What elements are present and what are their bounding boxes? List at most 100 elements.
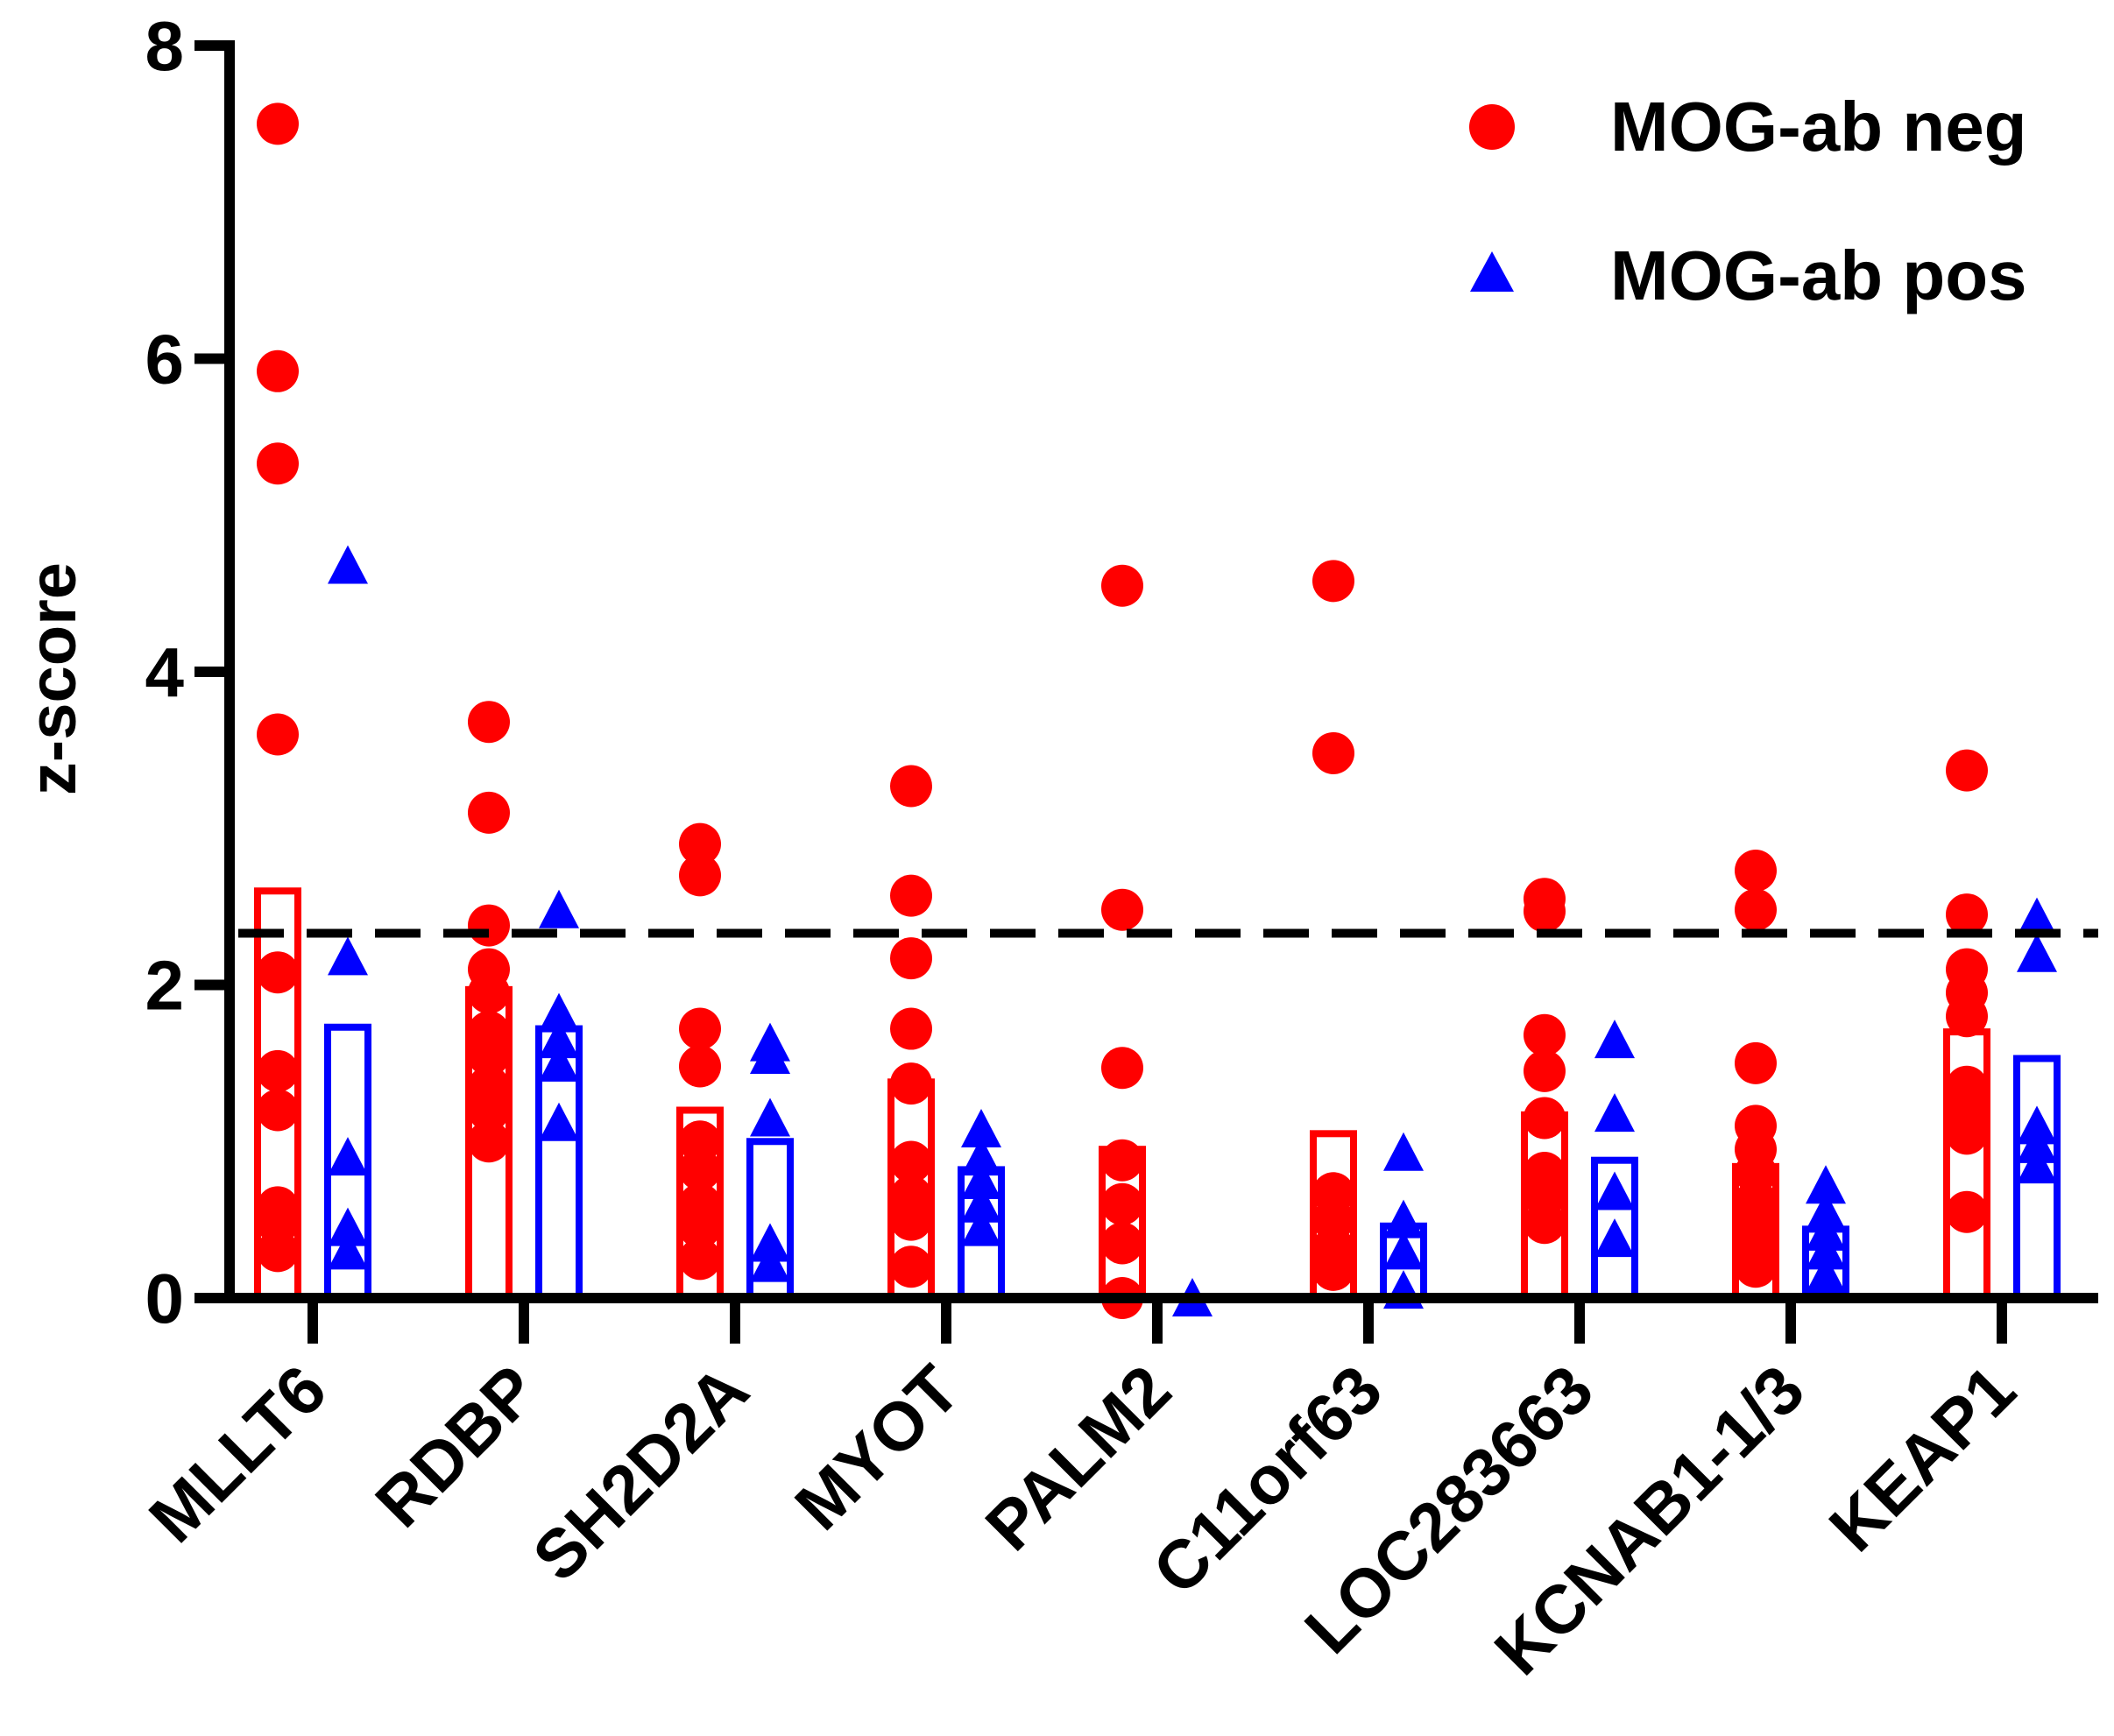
data-point-circle — [1524, 1013, 1566, 1056]
data-point-circle — [468, 971, 510, 1014]
data-point-circle — [679, 1206, 721, 1249]
data-point-circle — [890, 1007, 932, 1050]
data-point-triangle — [2017, 1124, 2057, 1163]
data-point-triangle — [2017, 933, 2057, 972]
data-point-circle — [1735, 850, 1777, 893]
data-point-circle — [257, 102, 299, 145]
data-point-circle — [1101, 1182, 1143, 1225]
data-point-circle — [679, 822, 721, 865]
data-point-triangle — [1383, 1132, 1424, 1171]
data-point-circle — [679, 854, 721, 897]
data-point-triangle — [328, 1207, 368, 1246]
data-point-triangle — [750, 1223, 790, 1262]
data-point-triangle — [1806, 1231, 1846, 1270]
data-point-circle — [1524, 1097, 1566, 1140]
data-point-circle — [257, 1089, 299, 1132]
y-axis-title: z-score — [16, 562, 90, 795]
data-point-circle — [1524, 890, 1566, 933]
data-point-circle — [468, 1034, 510, 1076]
data-point-circle — [257, 442, 299, 485]
data-point-triangle — [1806, 1191, 1846, 1231]
legend: MOG-ab neg MOG-ab pos — [1469, 88, 2027, 314]
data-point-triangle — [750, 1097, 790, 1137]
data-point-circle — [1312, 1248, 1354, 1291]
y-tick-label: 2 — [145, 947, 185, 1025]
data-point-circle — [1946, 1190, 1988, 1233]
data-point-circle — [1946, 749, 1988, 792]
data-point-triangle — [539, 1102, 579, 1141]
legend-marker-pos — [1470, 251, 1514, 292]
category-label: KEAP1 — [1814, 1351, 2030, 1566]
data-point-circle — [1946, 1112, 1988, 1155]
category-label: RDBP — [361, 1351, 553, 1542]
data-point-circle — [890, 937, 932, 980]
legend-marker-neg — [1469, 104, 1515, 150]
y-tick-label: 0 — [145, 1260, 185, 1337]
data-point-triangle — [961, 1183, 1001, 1223]
data-point-circle — [890, 1140, 932, 1183]
data-point-circle — [1524, 1202, 1566, 1245]
data-point-circle — [468, 1120, 510, 1163]
data-point-circle — [468, 904, 510, 947]
data-point-triangle — [328, 1137, 368, 1176]
data-point-triangle — [961, 1160, 1001, 1199]
data-point-circle — [1101, 1047, 1143, 1090]
y-tick-label: 8 — [145, 7, 185, 85]
data-point-circle — [257, 1230, 299, 1273]
y-tick-label: 4 — [145, 633, 185, 711]
data-point-triangle — [1383, 1231, 1424, 1270]
data-point-triangle — [1594, 1020, 1635, 1059]
data-point-circle — [257, 951, 299, 994]
data-point-triangle — [539, 1042, 579, 1082]
data-point-circle — [257, 1049, 299, 1092]
data-point-circle — [1101, 888, 1143, 931]
data-point-circle — [890, 874, 932, 917]
data-point-triangle — [1383, 1199, 1424, 1238]
category-label: MLLT6 — [134, 1351, 341, 1557]
data-point-triangle — [750, 1243, 790, 1282]
data-point-triangle — [328, 936, 368, 976]
data-point-triangle — [1594, 1171, 1635, 1210]
y-tick-label: 6 — [145, 321, 185, 399]
data-point-triangle — [961, 1207, 1001, 1246]
data-point-circle — [890, 1198, 932, 1241]
bars-layer — [254, 887, 2061, 1302]
data-point-triangle — [961, 1108, 1001, 1147]
legend-label-pos: MOG-ab pos — [1610, 236, 2027, 314]
data-point-circle — [679, 1148, 721, 1191]
data-point-triangle — [539, 992, 579, 1032]
data-point-triangle — [750, 1034, 790, 1074]
data-point-circle — [1946, 995, 1988, 1038]
category-label: SH2D2A — [518, 1351, 763, 1596]
category-label: PALM2 — [971, 1351, 1185, 1565]
data-point-triangle — [1594, 1218, 1635, 1258]
data-point-circle — [1101, 1139, 1143, 1182]
data-point-triangle — [1594, 1093, 1635, 1133]
data-point-circle — [890, 1062, 932, 1105]
data-point-triangle — [539, 1020, 579, 1059]
data-point-triangle — [328, 1231, 368, 1270]
data-point-circle — [1524, 1049, 1566, 1092]
data-point-circle — [468, 791, 510, 834]
data-point-circle — [468, 1089, 510, 1132]
data-point-circle — [1312, 560, 1354, 603]
points-layer — [257, 102, 2057, 1319]
data-point-circle — [1101, 1222, 1143, 1265]
data-point-circle — [1735, 1246, 1777, 1288]
data-point-triangle — [961, 1137, 1001, 1176]
data-point-circle — [679, 1045, 721, 1088]
data-point-circle — [1735, 1041, 1777, 1084]
category-label: MYOT — [780, 1351, 974, 1545]
data-point-triangle — [2017, 1145, 2057, 1184]
data-point-circle — [468, 701, 510, 744]
legend-label-neg: MOG-ab neg — [1610, 88, 2027, 166]
data-point-triangle — [539, 889, 579, 928]
data-point-triangle — [1806, 1254, 1846, 1294]
y-ticks: 0 2 4 6 8 — [145, 7, 230, 1337]
data-point-circle — [1101, 564, 1143, 607]
data-point-triangle — [1806, 1165, 1846, 1204]
data-point-circle — [890, 1246, 932, 1288]
data-point-triangle — [328, 545, 368, 584]
